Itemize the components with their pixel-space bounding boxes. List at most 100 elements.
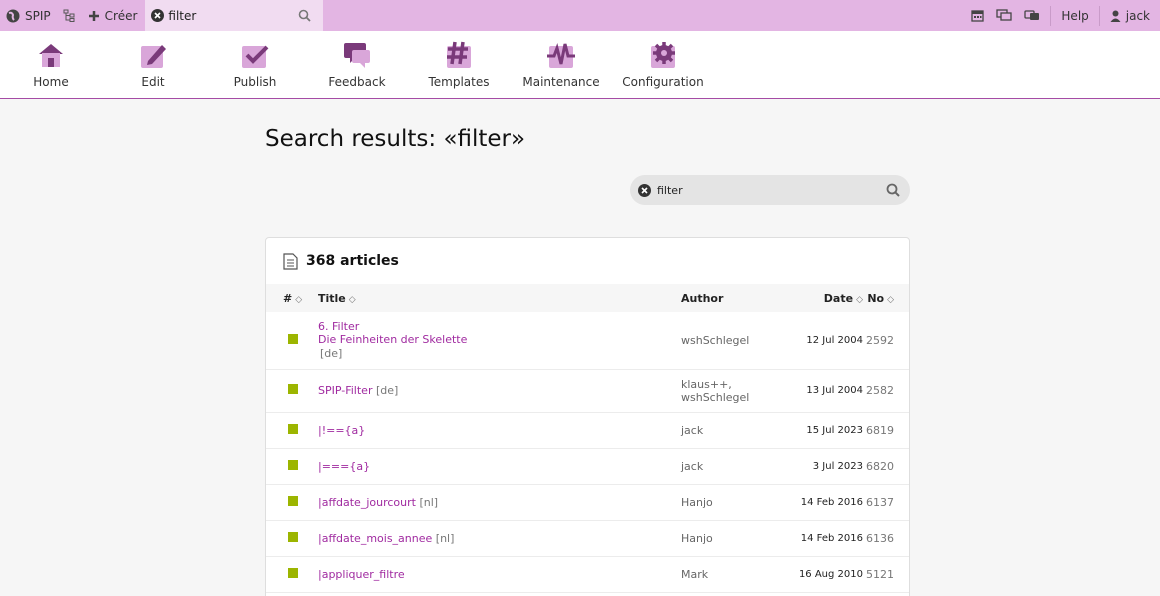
- article-number: 2582: [863, 369, 909, 413]
- nav-publish[interactable]: Publish: [204, 31, 306, 98]
- lang-badge: [de]: [375, 384, 399, 397]
- calendar-button[interactable]: [965, 0, 990, 31]
- document-icon: [283, 252, 298, 270]
- col-date[interactable]: Date ◇: [791, 284, 863, 312]
- author[interactable]: Hanjo: [681, 484, 791, 521]
- search-icon[interactable]: [298, 9, 312, 22]
- sort-icon: ◇: [295, 294, 303, 305]
- article-number: 6136: [863, 520, 909, 557]
- site-label: SPIP: [25, 8, 51, 23]
- pencil-icon: [141, 45, 166, 68]
- search-box: [630, 175, 910, 205]
- messages-button[interactable]: [990, 0, 1018, 31]
- article-link[interactable]: 6. Filter: [318, 319, 360, 333]
- date: 14 Feb 2016: [791, 484, 863, 521]
- table-header-row: # ◇ Title ◇ Author Date ◇ No ◇: [266, 284, 909, 312]
- table-row: SPIP-Filter [de] klaus++, wshSchlegel 13…: [266, 369, 909, 413]
- nav-edit[interactable]: Edit: [102, 31, 204, 98]
- author[interactable]: Mark: [681, 556, 791, 593]
- table-row: |affdate_jourcourt [nl] Hanjo 14 Feb 201…: [266, 484, 909, 521]
- article-link[interactable]: |affdate_mois_annee: [318, 531, 433, 545]
- forum-icon: [1024, 10, 1040, 20]
- sitemap-button[interactable]: [57, 0, 82, 31]
- user-menu[interactable]: jack: [1104, 0, 1160, 31]
- article-link[interactable]: SPIP-Filter: [318, 384, 373, 397]
- author[interactable]: jack: [681, 448, 791, 485]
- status-published-icon: [288, 567, 298, 578]
- help-link[interactable]: Help: [1055, 0, 1094, 31]
- article-number: 6820: [863, 448, 909, 485]
- author[interactable]: wshSchlegel: [681, 312, 791, 370]
- top-bar: SPIP Créer Help jack: [0, 0, 1160, 31]
- clear-search-icon[interactable]: [151, 9, 165, 22]
- main-nav: Home Edit Publish Feedback Templates Mai…: [0, 31, 1160, 99]
- nav-templates[interactable]: Templates: [408, 31, 510, 98]
- nav-configuration[interactable]: Configuration: [612, 31, 714, 98]
- col-title[interactable]: Title ◇: [318, 284, 681, 312]
- divider: [1098, 5, 1100, 26]
- author[interactable]: Hanjo: [681, 520, 791, 557]
- nav-templates-label: Templates: [428, 75, 490, 89]
- article-subtitle-link[interactable]: Die Feinheiten der Skelette: [318, 332, 468, 346]
- topbar-search: [145, 0, 324, 31]
- divider: [1050, 5, 1052, 26]
- nav-edit-label: Edit: [141, 75, 165, 89]
- create-button[interactable]: Créer: [82, 0, 144, 31]
- nav-home[interactable]: Home: [0, 31, 102, 98]
- site-link[interactable]: SPIP: [0, 0, 57, 31]
- author[interactable]: klaus++,: [681, 377, 732, 391]
- article-link[interactable]: |affdate_jourcourt: [318, 495, 416, 509]
- col-num[interactable]: # ◇: [266, 284, 318, 312]
- user-icon: [1110, 10, 1121, 22]
- messages-icon: [996, 9, 1013, 21]
- article-link[interactable]: |==={a}: [318, 459, 371, 473]
- article-number: 2592: [863, 312, 909, 370]
- nav-feedback[interactable]: Feedback: [306, 31, 408, 98]
- gear-icon: [651, 42, 675, 68]
- lang-badge: [nl]: [419, 495, 439, 509]
- date: 15 Jul 2023: [791, 412, 863, 449]
- nav-feedback-label: Feedback: [328, 75, 386, 89]
- checkmark-icon: [242, 45, 269, 68]
- table-row: |affdate_mois_annee [nl] Hanjo 14 Feb 20…: [266, 520, 909, 557]
- status-published-icon: [288, 531, 298, 542]
- globe-icon: [6, 9, 20, 22]
- nav-configuration-label: Configuration: [622, 75, 704, 89]
- topbar-search-input[interactable]: [168, 8, 299, 23]
- date: 12 Jul 2004: [791, 312, 863, 370]
- article-number: 6137: [863, 484, 909, 521]
- sort-icon: ◇: [348, 294, 356, 305]
- search-input[interactable]: [657, 183, 886, 197]
- home-icon: [39, 44, 63, 67]
- article-link[interactable]: |!=={a}: [318, 423, 366, 437]
- author[interactable]: jack: [681, 412, 791, 449]
- status-published-icon: [288, 459, 298, 470]
- plus-icon: [88, 10, 99, 21]
- pulse-icon: [547, 42, 575, 68]
- page-title: Search results: «filter»: [265, 126, 526, 152]
- forum-button[interactable]: [1018, 0, 1046, 31]
- col-no[interactable]: No ◇: [863, 284, 909, 312]
- speech-bubble-icon: [344, 43, 370, 68]
- status-published-icon: [288, 495, 298, 506]
- article-link[interactable]: |appliquer_filtre: [318, 567, 405, 581]
- lang-badge: [nl]: [435, 531, 455, 545]
- table-row: |==={a} jack 3 Jul 2023 6820: [266, 448, 909, 485]
- sitemap-icon: [63, 9, 75, 22]
- nav-maintenance[interactable]: Maintenance: [510, 31, 612, 98]
- search-icon[interactable]: [886, 183, 900, 197]
- article-number: 6819: [863, 412, 909, 449]
- author[interactable]: wshSchlegel: [681, 390, 750, 404]
- status-published-icon: [288, 384, 298, 394]
- results-panel: 368 articles # ◇ Title ◇ Author Date ◇ No ◇ …: [265, 237, 910, 596]
- sort-icon: ◇: [887, 294, 894, 305]
- col-no-label: No: [867, 291, 885, 305]
- date: 16 Aug 2010: [791, 556, 863, 593]
- article-number: 5121: [863, 556, 909, 593]
- table-row: |appliquer_filtre Mark 16 Aug 2010 5121: [266, 556, 909, 593]
- calendar-icon: [971, 10, 985, 22]
- clear-search-icon[interactable]: [638, 183, 651, 197]
- nav-maintenance-label: Maintenance: [522, 75, 600, 89]
- col-num-label: #: [283, 291, 293, 305]
- sort-icon: ◇: [856, 294, 863, 305]
